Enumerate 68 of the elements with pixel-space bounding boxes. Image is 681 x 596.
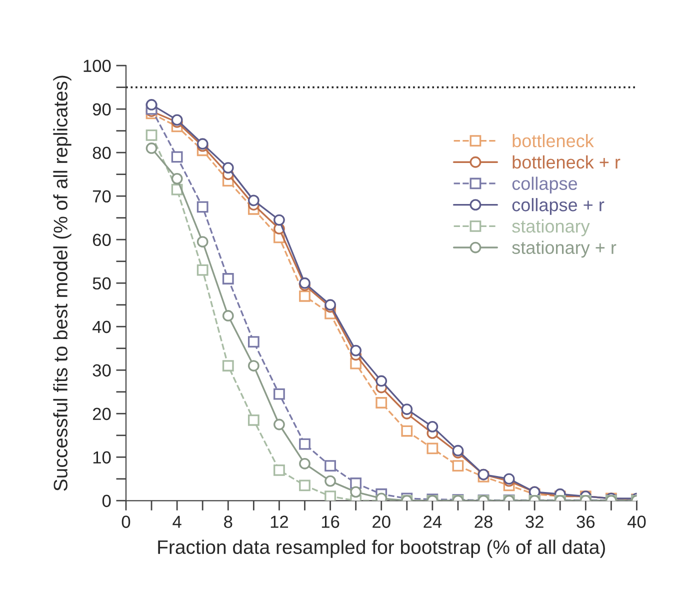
point	[324, 460, 336, 472]
point	[324, 490, 336, 501]
legend-label: collapse	[512, 176, 578, 194]
y-tick-label: 100	[84, 60, 111, 72]
point	[299, 277, 310, 289]
point	[299, 480, 310, 492]
x-tick-label: 20	[372, 516, 390, 528]
y-tick-label: 20	[92, 408, 111, 420]
point	[171, 172, 183, 184]
x-tick-label: 40	[627, 516, 646, 528]
point	[196, 264, 208, 276]
point	[426, 442, 438, 454]
point	[248, 194, 260, 206]
point	[401, 404, 413, 415]
point	[274, 418, 285, 430]
legend-label: bottleneck + r	[512, 155, 620, 169]
point	[401, 425, 413, 437]
point	[171, 151, 183, 163]
point	[350, 344, 362, 356]
point	[222, 162, 234, 174]
point	[146, 129, 158, 141]
point	[196, 236, 208, 248]
point	[324, 475, 336, 487]
legend-label: stationary	[512, 219, 590, 236]
point	[196, 201, 208, 213]
x-tick-label: 4	[172, 516, 182, 528]
x-axis-title: Fraction data resampled for bootstrap (% of all data)	[158, 540, 605, 558]
x-tick-label: 28	[474, 516, 492, 528]
x-tick-label: 12	[270, 516, 288, 528]
point	[299, 458, 310, 470]
x-tick-label: 32	[526, 516, 544, 528]
x-tick-label: 16	[322, 516, 340, 528]
x-tick-label: 24	[424, 516, 442, 528]
y-tick-label: 90	[92, 103, 111, 116]
legend-label: bottleneck	[512, 134, 594, 148]
point	[222, 273, 234, 284]
point	[146, 142, 158, 154]
y-tick-label: 60	[92, 234, 111, 246]
x-tick-label: 36	[576, 516, 595, 528]
point	[426, 420, 438, 432]
point	[376, 397, 388, 408]
legend-label: stationary + r	[512, 240, 616, 258]
legend-label: collapse + r	[512, 198, 604, 215]
point	[146, 99, 158, 110]
y-tick-label: 30	[92, 364, 111, 377]
point	[248, 414, 260, 426]
y-tick-label: 70	[92, 190, 111, 203]
y-tick-label: 50	[92, 277, 111, 290]
point	[376, 375, 388, 387]
point	[274, 214, 285, 226]
point	[274, 388, 285, 400]
point	[299, 290, 310, 302]
x-tick-label: 0	[122, 516, 130, 528]
point	[299, 438, 310, 450]
point	[248, 336, 260, 348]
y-tick-label: 40	[92, 320, 111, 334]
x-tick-label: 8	[224, 516, 232, 528]
y-tick-label: 80	[92, 146, 111, 160]
point	[222, 360, 234, 372]
point	[222, 310, 234, 322]
point	[248, 360, 260, 372]
y-tick-label: 0	[102, 494, 111, 508]
point	[350, 486, 362, 498]
y-tick-label: 10	[93, 451, 111, 464]
y-axis-title: Successful fits to best model (% of all replicates)	[53, 76, 72, 491]
point	[452, 444, 464, 456]
point	[274, 464, 285, 476]
point	[452, 460, 464, 472]
